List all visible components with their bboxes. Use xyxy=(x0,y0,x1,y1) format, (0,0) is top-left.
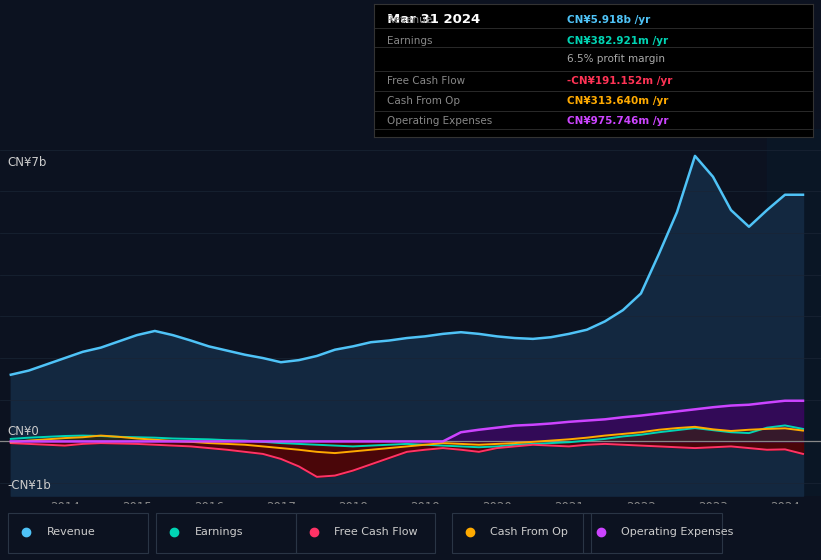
Text: CN¥7b: CN¥7b xyxy=(7,156,47,169)
Text: Revenue: Revenue xyxy=(47,527,95,537)
Text: Cash From Op: Cash From Op xyxy=(387,96,460,106)
Text: Cash From Op: Cash From Op xyxy=(490,527,568,537)
Text: CN¥382.921m /yr: CN¥382.921m /yr xyxy=(566,36,668,46)
Text: 6.5% profit margin: 6.5% profit margin xyxy=(566,54,665,64)
Text: CN¥313.640m /yr: CN¥313.640m /yr xyxy=(566,96,668,106)
Text: Mar 31 2024: Mar 31 2024 xyxy=(387,13,480,26)
Text: CN¥5.918b /yr: CN¥5.918b /yr xyxy=(566,15,650,25)
Text: Operating Expenses: Operating Expenses xyxy=(387,116,492,126)
Text: Revenue: Revenue xyxy=(387,15,432,25)
Text: CN¥975.746m /yr: CN¥975.746m /yr xyxy=(566,116,668,126)
Text: -CN¥191.152m /yr: -CN¥191.152m /yr xyxy=(566,76,672,86)
Text: Earnings: Earnings xyxy=(387,36,432,46)
Text: -CN¥1b: -CN¥1b xyxy=(7,479,51,492)
Text: Earnings: Earnings xyxy=(195,527,243,537)
Text: Operating Expenses: Operating Expenses xyxy=(621,527,734,537)
Text: Free Cash Flow: Free Cash Flow xyxy=(387,76,465,86)
Text: CN¥0: CN¥0 xyxy=(7,425,39,438)
Bar xyxy=(767,129,821,496)
Text: Free Cash Flow: Free Cash Flow xyxy=(334,527,418,537)
